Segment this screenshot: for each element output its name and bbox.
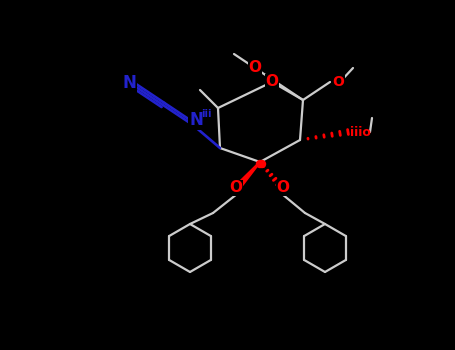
Text: N: N (122, 74, 136, 92)
Text: N: N (189, 111, 203, 129)
Text: O: O (266, 75, 278, 90)
Circle shape (257, 161, 263, 168)
Text: O: O (248, 61, 262, 76)
Text: iiio: iiio (350, 126, 371, 139)
Text: O: O (332, 75, 344, 89)
Text: iii: iii (201, 109, 211, 119)
Text: O: O (229, 181, 243, 196)
Circle shape (258, 161, 266, 168)
Polygon shape (235, 162, 260, 190)
Text: O: O (277, 181, 289, 196)
